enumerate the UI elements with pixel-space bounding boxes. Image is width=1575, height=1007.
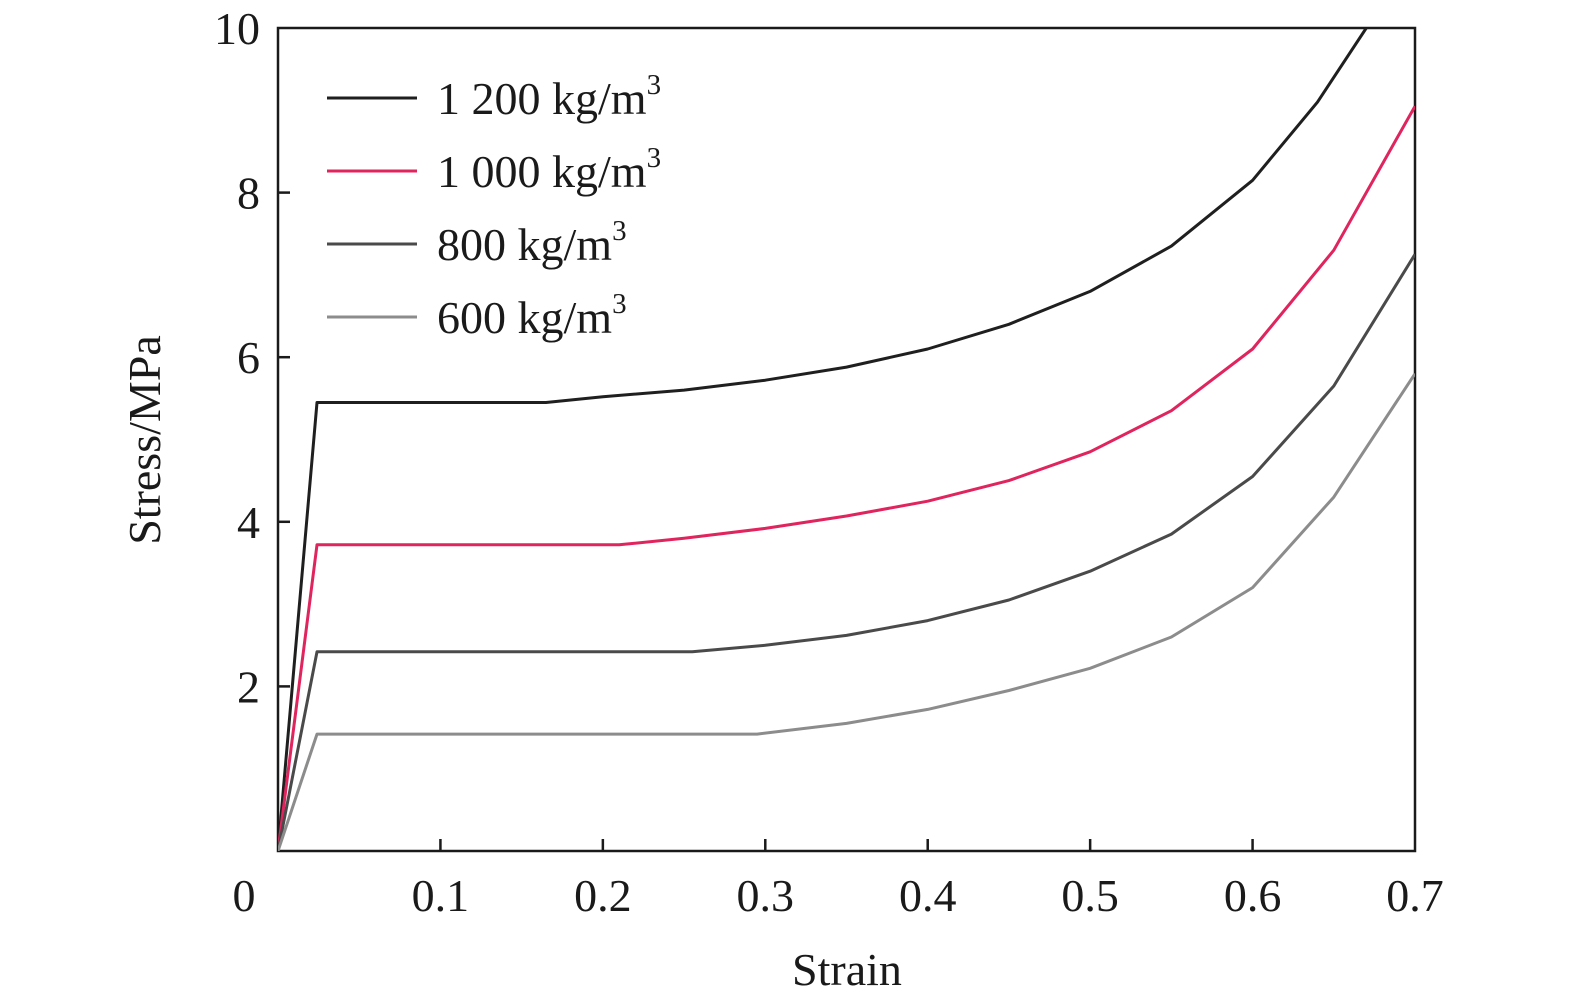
series-line-0 (278, 28, 1368, 851)
x-axis-ticks: 0 0.1 0.2 0.3 0.4 0.5 0.6 0.7 (233, 839, 1444, 921)
legend-item-2: 800 kg/m3 (327, 215, 627, 270)
x-tick-label: 0 (233, 870, 256, 921)
series-line-2 (278, 253, 1415, 851)
legend-label: 600 kg/m3 (437, 288, 627, 343)
series-layer (278, 28, 1415, 851)
y-tick-label: 10 (214, 3, 260, 54)
series-line-1 (278, 105, 1415, 851)
x-tick-label: 0.4 (899, 870, 957, 921)
x-tick-label: 0.1 (412, 870, 470, 921)
legend-label: 800 kg/m3 (437, 215, 627, 270)
x-tick-label: 0.2 (574, 870, 632, 921)
y-tick-label: 4 (237, 497, 260, 548)
series-line-3 (278, 372, 1415, 851)
legend-item-0: 1 200 kg/m3 (327, 69, 661, 124)
x-tick-label: 0.7 (1386, 870, 1444, 921)
x-tick-label: 0.3 (737, 870, 795, 921)
legend: 1 200 kg/m3 1 000 kg/m3 800 kg/m3 600 kg/m3 (327, 69, 661, 343)
y-axis-label: Stress/MPa (119, 335, 170, 545)
y-tick-label: 8 (237, 168, 260, 219)
plot-area-border (276, 26, 1417, 853)
x-axis-label: Strain (792, 944, 902, 995)
x-tick-label: 0.5 (1061, 870, 1119, 921)
legend-item-3: 600 kg/m3 (327, 288, 627, 343)
y-axis-ticks: 2 4 6 8 10 (214, 3, 290, 712)
y-tick-label: 6 (237, 332, 260, 383)
legend-label: 1 000 kg/m3 (437, 142, 661, 197)
legend-item-1: 1 000 kg/m3 (327, 142, 661, 197)
y-tick-label: 2 (237, 661, 260, 712)
legend-label: 1 200 kg/m3 (437, 69, 661, 124)
x-tick-label: 0.6 (1224, 870, 1282, 921)
plot-frame (276, 26, 1417, 853)
